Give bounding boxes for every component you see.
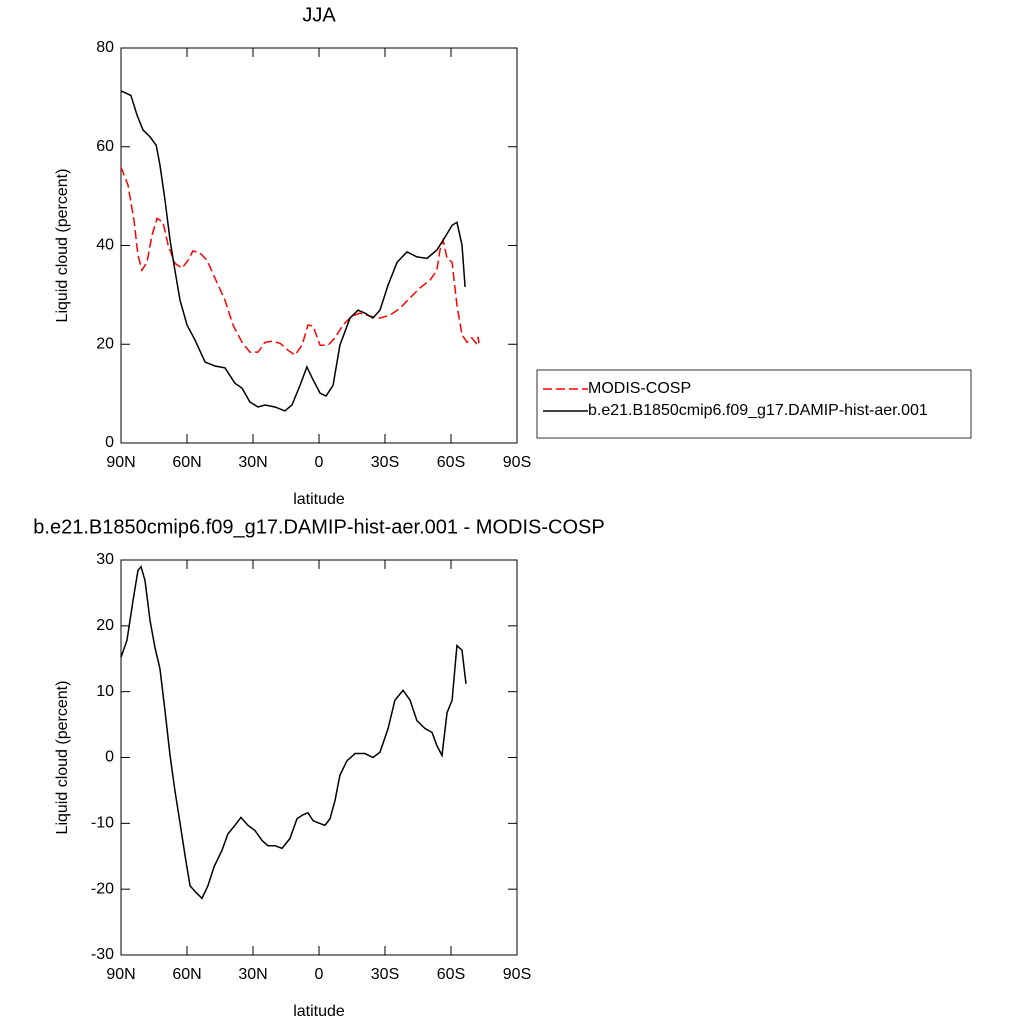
x-tick-label: 60N: [172, 966, 201, 983]
x-tick-label: 0: [315, 454, 324, 471]
x-tick-label: 30S: [371, 454, 399, 471]
y-tick-label: 80: [96, 39, 114, 56]
data-line: [120, 564, 467, 900]
x-tick-label: 30N: [238, 966, 267, 983]
y-tick-label: 30: [96, 551, 114, 568]
x-tick-label: 90N: [106, 966, 135, 983]
legend-label: MODIS-COSP: [588, 380, 691, 397]
plot-frame: [120, 559, 518, 956]
x-tick-label: 30N: [238, 454, 267, 471]
y-tick-label: 40: [96, 237, 114, 254]
y-tick-label: -20: [91, 880, 114, 897]
x-tick-label: 60S: [437, 454, 465, 471]
x-tick-label: 60S: [437, 966, 465, 983]
y-axis-label: Liquid cloud (percent): [54, 169, 71, 323]
x-axis-label: latitude: [293, 1003, 345, 1020]
legend-box: [536, 369, 972, 439]
y-tick-label: 60: [96, 138, 114, 155]
x-tick-label: 90N: [106, 454, 135, 471]
plot-frame: [120, 47, 518, 444]
y-tick-label: 20: [96, 617, 114, 634]
x-tick-label: 90S: [503, 966, 531, 983]
chart-title: JJA: [302, 4, 336, 26]
x-tick-label: 30S: [371, 966, 399, 983]
data-line: [120, 90, 466, 412]
y-tick-label: 0: [105, 434, 114, 451]
y-tick-label: 10: [96, 683, 114, 700]
x-axis-label: latitude: [293, 491, 345, 508]
y-tick-label: 0: [105, 749, 114, 766]
y-axis-label: Liquid cloud (percent): [54, 681, 71, 835]
x-tick-label: 60N: [172, 454, 201, 471]
x-tick-label: 0: [315, 966, 324, 983]
legend-label: b.e21.B1850cmip6.f09_g17.DAMIP-hist-aer.…: [588, 402, 928, 419]
data-line: [120, 166, 480, 357]
y-tick-label: -10: [91, 815, 114, 832]
x-tick-label: 90S: [503, 454, 531, 471]
chart-title: b.e21.B1850cmip6.f09_g17.DAMIP-hist-aer.…: [33, 516, 604, 538]
y-tick-label: 20: [96, 335, 114, 352]
y-tick-label: -30: [91, 946, 114, 963]
